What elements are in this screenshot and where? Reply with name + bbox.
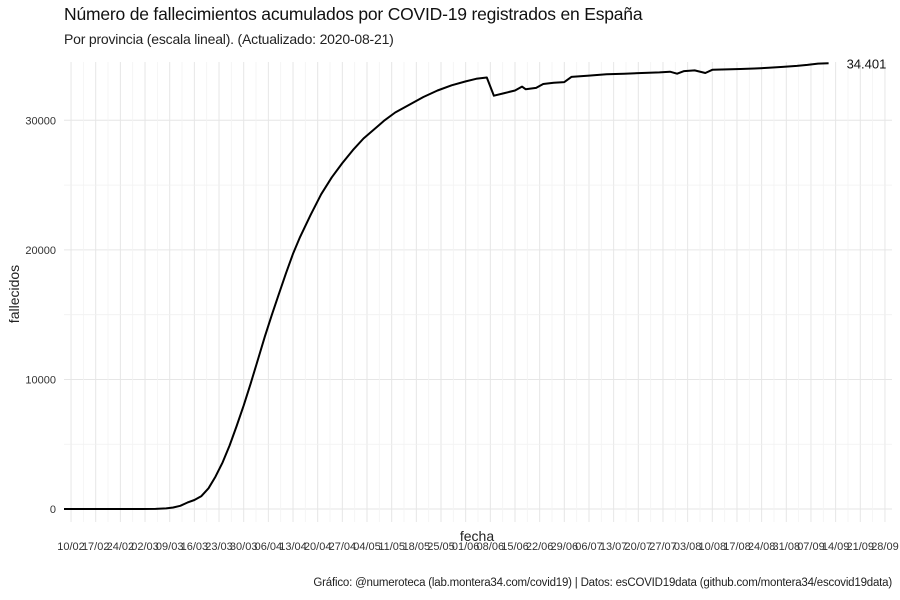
grid-minor	[64, 62, 892, 522]
y-tick-label: 20000	[25, 245, 56, 257]
y-axis-ticks: 0 10000 20000 30000	[25, 115, 56, 516]
x-tick-label: 27/04	[329, 541, 357, 553]
x-tick-label: 10/08	[699, 541, 727, 553]
x-tick-label: 27/07	[649, 541, 677, 553]
x-tick-label: 17/02	[82, 541, 110, 553]
x-tick-label: 20/07	[625, 541, 653, 553]
x-tick-label: 24/02	[107, 541, 135, 553]
x-tick-label: 06/07	[575, 541, 603, 553]
x-tick-label: 13/07	[600, 541, 628, 553]
chart-title: Número de fallecimientos acumulados por …	[64, 4, 643, 24]
x-axis-ticks: 10/0217/0224/0202/0309/0316/0323/0330/03…	[57, 541, 898, 553]
x-tick-label: 04/05	[353, 541, 381, 553]
x-tick-label: 28/09	[871, 541, 899, 553]
x-tick-label: 11/05	[378, 541, 405, 553]
x-tick-label: 23/03	[205, 541, 233, 553]
x-tick-label: 14/09	[822, 541, 850, 553]
x-tick-label: 29/06	[551, 541, 579, 553]
x-axis-title: fecha	[460, 528, 494, 544]
x-tick-label: 03/08	[674, 541, 702, 553]
end-value-label: 34.401	[847, 56, 887, 71]
x-tick-label: 18/05	[403, 541, 431, 553]
x-tick-label: 09/03	[156, 541, 184, 553]
x-tick-label: 24/08	[748, 541, 776, 553]
x-tick-label: 16/03	[181, 541, 209, 553]
x-tick-label: 21/09	[847, 541, 875, 553]
x-tick-label: 02/03	[131, 541, 159, 553]
x-tick-label: 08/06	[477, 541, 505, 553]
chart-caption: Gráfico: @numeroteca (lab.montera34.com/…	[313, 577, 892, 589]
x-tick-label: 10/02	[57, 541, 85, 553]
x-tick-label: 22/06	[526, 541, 554, 553]
y-tick-label: 0	[50, 504, 56, 516]
y-tick-label: 30000	[25, 115, 56, 127]
x-tick-label: 31/08	[773, 541, 801, 553]
x-tick-label: 06/04	[255, 541, 283, 553]
chart-subtitle: Por provincia (escala lineal). (Actualiz…	[64, 31, 394, 47]
x-tick-label: 07/09	[797, 541, 825, 553]
x-tick-label: 17/08	[723, 541, 751, 553]
y-axis-title: fallecidos	[6, 265, 22, 323]
grid-major	[64, 62, 892, 522]
x-tick-label: 25/05	[427, 541, 455, 553]
x-tick-label: 13/04	[279, 541, 307, 553]
x-tick-label: 30/03	[230, 541, 258, 553]
x-tick-label: 01/06	[452, 541, 480, 553]
series-line	[64, 62, 829, 510]
x-tick-label: 15/06	[501, 541, 529, 553]
y-tick-label: 10000	[25, 374, 56, 386]
x-tick-label: 20/04	[304, 541, 332, 553]
